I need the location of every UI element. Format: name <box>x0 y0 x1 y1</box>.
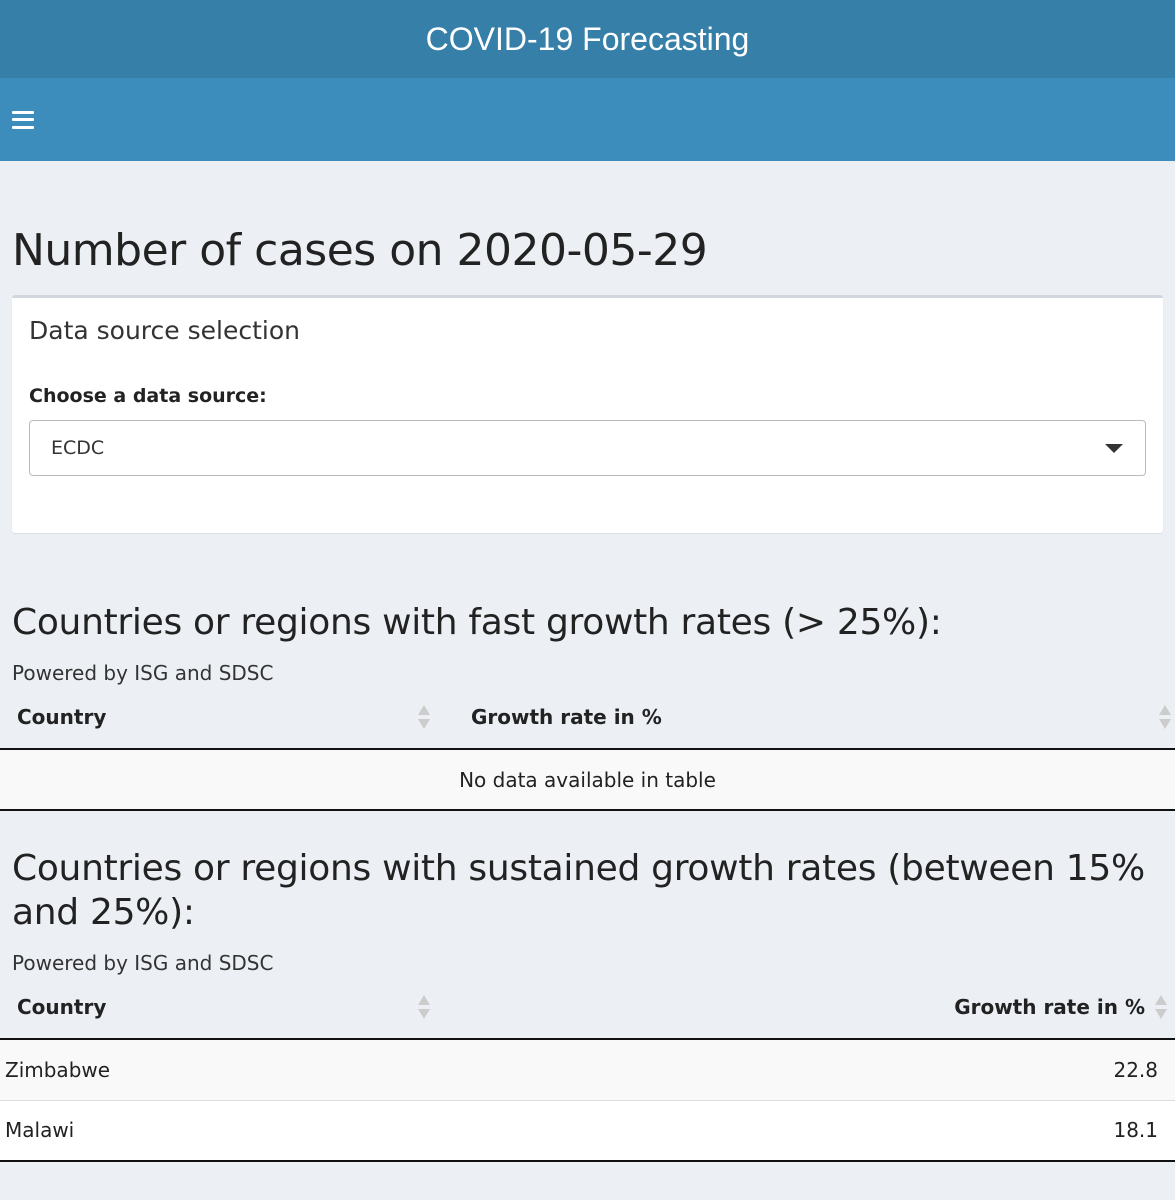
column-header-growth-rate[interactable]: Growth rate in % <box>450 975 1175 1041</box>
fast-growth-title: Countries or regions with fast growth ra… <box>12 602 942 644</box>
caret-down-icon[interactable] <box>1105 443 1123 453</box>
main-content: Number of cases on 2020-05-29 Data sourc… <box>0 225 1175 1163</box>
app-title: COVID-19 Forecasting <box>425 20 750 57</box>
sort-both-icon[interactable] <box>418 704 430 729</box>
country-cell: Malawi <box>0 1100 450 1163</box>
sustained-growth-table: Country Growth rate in % Zimbabwe 22.8 M… <box>0 975 1175 1163</box>
sustained-growth-powered-by: Powered by ISG and SDSC <box>12 951 274 976</box>
table-row: Malawi 18.1 <box>0 1100 1175 1163</box>
column-header-growth-rate[interactable]: Growth rate in % <box>458 685 1175 751</box>
empty-table-message: No data available in table <box>0 749 1175 812</box>
table-row: Zimbabwe 22.8 <box>0 1039 1175 1101</box>
app-title-bar: COVID-19 Forecasting <box>0 0 1175 78</box>
data-source-select[interactable]: ECDC <box>29 420 1146 477</box>
navbar <box>0 78 1175 161</box>
fast-growth-table: Country Growth rate in % No data availab… <box>0 685 1175 812</box>
sort-both-icon[interactable] <box>1155 994 1167 1019</box>
data-source-selected-value: ECDC <box>51 437 105 460</box>
growth-rate-cell: 22.8 <box>450 1039 1175 1101</box>
data-source-box: Data source selection Choose a data sour… <box>12 295 1163 534</box>
sort-both-icon[interactable] <box>418 994 430 1019</box>
fast-growth-powered-by: Powered by ISG and SDSC <box>12 661 274 686</box>
country-cell: Zimbabwe <box>0 1039 450 1101</box>
hamburger-icon[interactable] <box>12 110 34 129</box>
column-header-country[interactable]: Country <box>0 975 450 1041</box>
growth-rate-cell: 18.1 <box>450 1100 1175 1163</box>
box-title: Data source selection <box>29 316 300 346</box>
data-source-label: Choose a data source: <box>29 385 267 408</box>
sort-both-icon[interactable] <box>1159 704 1171 729</box>
sustained-growth-title: Countries or regions with sustained grow… <box>12 848 1145 934</box>
column-header-country[interactable]: Country <box>0 685 458 751</box>
page-title: Number of cases on 2020-05-29 <box>12 225 708 276</box>
